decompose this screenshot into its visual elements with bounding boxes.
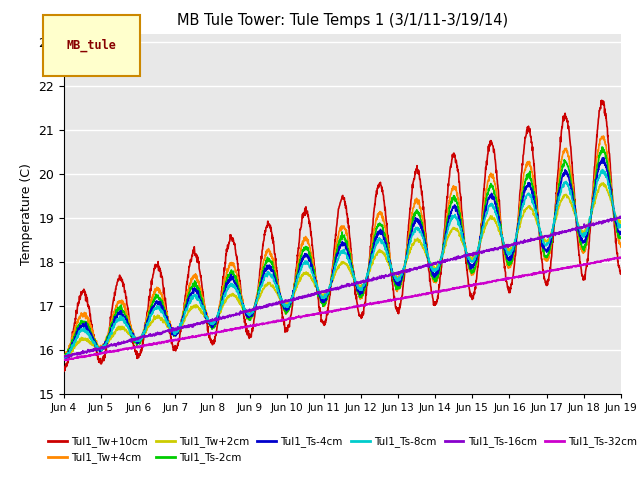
Legend: Tul1_Tw+10cm, Tul1_Tw+4cm, Tul1_Tw+2cm, Tul1_Ts-2cm, Tul1_Ts-4cm, Tul1_Ts-8cm, T: Tul1_Tw+10cm, Tul1_Tw+4cm, Tul1_Tw+2cm, … <box>44 432 640 468</box>
Title: MB Tule Tower: Tule Temps 1 (3/1/11-3/19/14): MB Tule Tower: Tule Temps 1 (3/1/11-3/19… <box>177 13 508 28</box>
Text: MB_tule: MB_tule <box>67 39 116 52</box>
Y-axis label: Temperature (C): Temperature (C) <box>20 163 33 264</box>
